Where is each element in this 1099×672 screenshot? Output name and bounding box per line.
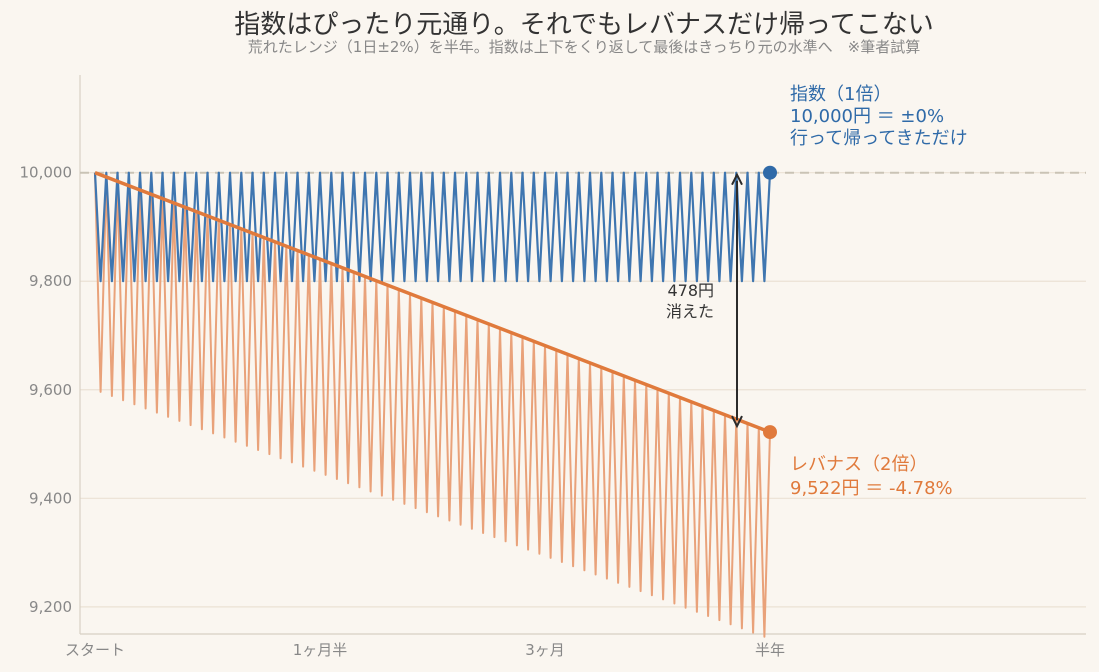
- y-tick-labels: 9,200 9,400 9,600 9,800 10,000: [20, 164, 73, 616]
- index-end-point: [763, 165, 777, 180]
- gap-label-line: 消えた: [666, 302, 714, 321]
- gap-arrow-head-bottom: [731, 415, 743, 429]
- series-line-leveraged-daily: [94, 172, 771, 638]
- index-label-line: 10,000円 ＝ ±0%: [790, 106, 944, 127]
- x-tick-labels: スタート 1ヶ月半 3ヶ月 半年: [65, 641, 785, 659]
- series-group: [80, 165, 1086, 638]
- chart-title: 指数はぴったり元通り。それでもレバナスだけ帰ってこない: [234, 10, 933, 40]
- series-line-leveraged-trend: [94, 171, 771, 434]
- index-label-line: 行って帰ってきただけ: [790, 128, 968, 149]
- y-tick-label: 9,200: [29, 598, 72, 616]
- x-tick-label: スタート: [65, 641, 125, 659]
- gap-arrow-head-top: [731, 172, 743, 186]
- y-tick-label: 9,600: [29, 381, 72, 399]
- leveraged-end-point: [763, 425, 777, 440]
- axes: [79, 75, 1086, 635]
- x-tick-label: 1ヶ月半: [293, 641, 348, 659]
- y-tick-label: 10,000: [20, 164, 73, 182]
- y-tick-label: 9,400: [29, 489, 72, 507]
- gap-label-line: 478円: [667, 281, 714, 300]
- chart-subtitle: 荒れたレンジ（1日±2%）を半年。指数は上下をくり返して最後はきっちり元の水準へ…: [248, 38, 920, 56]
- leveraged-label-line: 9,522円 ＝ -4.78%: [790, 478, 953, 499]
- y-tick-label: 9,800: [29, 272, 72, 290]
- series-line-index: [93, 171, 772, 283]
- x-tick-label: 3ヶ月: [525, 641, 565, 659]
- index-label-line: 指数（1倍）: [790, 84, 891, 105]
- leveraged-label-line: レバナス（2倍）: [790, 454, 927, 475]
- x-tick-label: 半年: [755, 641, 785, 659]
